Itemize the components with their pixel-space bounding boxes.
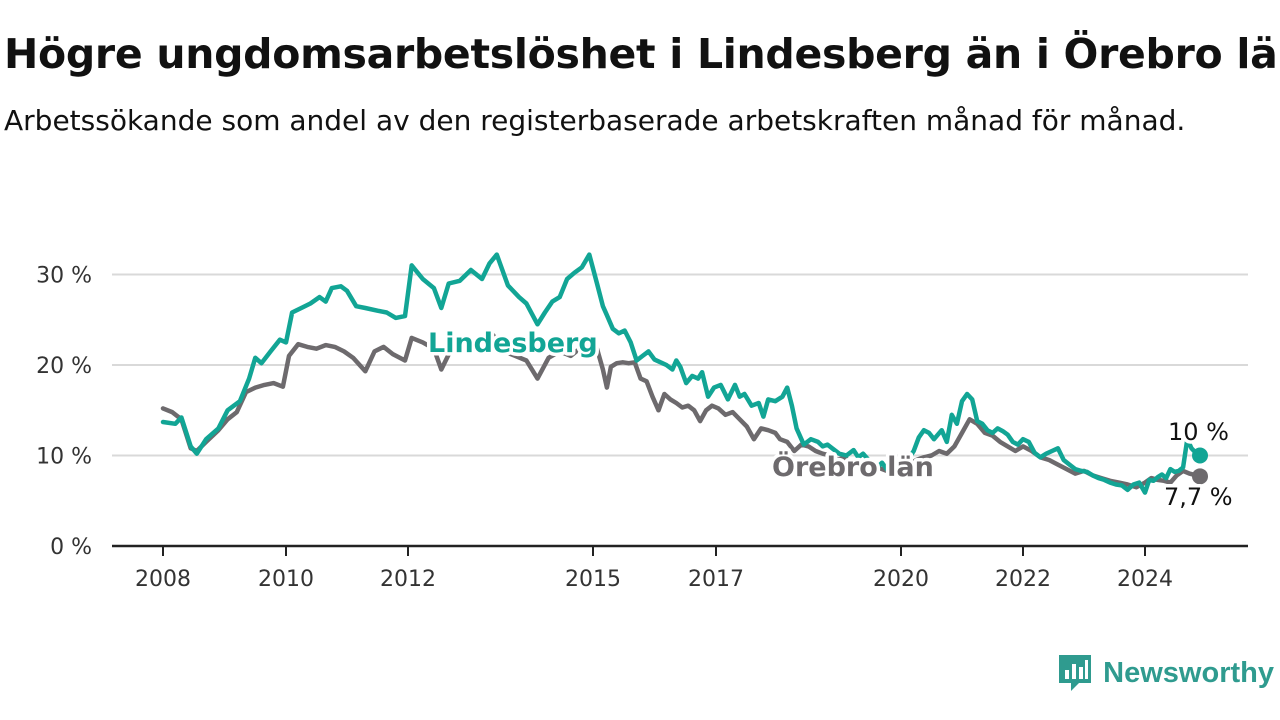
series-label-orebro-lan-halo: Örebro län <box>772 450 934 483</box>
series-label-lindesberg: Lindesberg <box>428 328 598 359</box>
y-axis-ticks: 0 % 10 % 20 % 30 % <box>36 264 92 561</box>
x-tick-label: 2012 <box>380 567 436 592</box>
x-tick-label: 2024 <box>1117 567 1173 592</box>
y-tick-label: 20 % <box>36 354 92 379</box>
x-tick-label: 2017 <box>688 567 744 592</box>
x-tick-label: 2022 <box>995 567 1051 592</box>
end-value-lindesberg: 10 % <box>1168 418 1229 446</box>
chart-subtitle: Arbetssökande som andel av den registerb… <box>4 104 1186 137</box>
x-tick-label: 2008 <box>135 567 191 592</box>
end-value-lindesberg-halo: 10 % <box>1168 418 1229 446</box>
series-label-lindesberg-halo: Lindesberg <box>428 328 598 359</box>
newsworthy-brand: Newsworthy <box>1057 652 1274 694</box>
y-tick-label: 10 % <box>36 445 92 470</box>
series-lines <box>160 252 1208 495</box>
chart-title: Högre ungdomsarbetslöshet i Lindesberg ä… <box>4 30 1280 78</box>
brand-name: Newsworthy <box>1103 656 1274 689</box>
newsworthy-logo-icon <box>1059 655 1092 691</box>
series-endpoint-lindesberg <box>1192 447 1208 464</box>
series-line-lindesberg <box>160 252 1203 495</box>
series-label-orebro-lan: Örebro län <box>772 450 934 483</box>
x-tick-label: 2015 <box>565 567 621 592</box>
series-endpoint-orebro-lan <box>1192 468 1208 485</box>
x-axis: 2008 2010 2012 2015 2017 2020 2022 2024 <box>112 544 1248 592</box>
end-value-orebro-lan: 7,7 % <box>1164 483 1233 511</box>
y-tick-label: 0 % <box>50 535 92 560</box>
x-tick-label: 2020 <box>873 567 929 592</box>
x-tick-label: 2010 <box>258 567 314 592</box>
end-value-orebro-lan-halo: 7,7 % <box>1164 483 1233 511</box>
y-tick-label: 30 % <box>36 264 92 289</box>
series-line-orebro-lan <box>160 332 1203 490</box>
